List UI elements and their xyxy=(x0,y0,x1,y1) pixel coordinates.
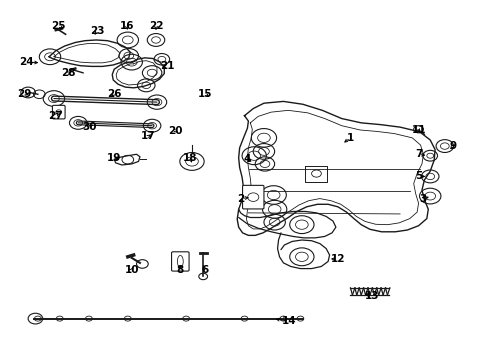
Text: 17: 17 xyxy=(141,131,155,141)
Text: 27: 27 xyxy=(48,111,63,121)
Text: 19: 19 xyxy=(107,153,121,163)
Text: 13: 13 xyxy=(364,291,378,301)
Text: 15: 15 xyxy=(197,89,211,99)
Text: 24: 24 xyxy=(20,57,34,67)
Text: 8: 8 xyxy=(176,265,183,275)
Text: 29: 29 xyxy=(18,89,32,99)
FancyBboxPatch shape xyxy=(171,252,189,271)
Text: 1: 1 xyxy=(346,133,353,143)
Text: 21: 21 xyxy=(160,62,175,71)
Text: 22: 22 xyxy=(148,21,163,31)
Text: 5: 5 xyxy=(414,171,421,181)
Text: 14: 14 xyxy=(282,316,296,326)
Text: 25: 25 xyxy=(51,21,66,31)
Text: 20: 20 xyxy=(168,126,183,136)
Text: 26: 26 xyxy=(107,89,121,99)
Text: 3: 3 xyxy=(419,194,426,203)
Text: 4: 4 xyxy=(243,154,250,164)
Text: 11: 11 xyxy=(410,125,425,135)
Text: 30: 30 xyxy=(82,122,97,132)
Text: 7: 7 xyxy=(414,149,422,159)
FancyBboxPatch shape xyxy=(242,185,264,209)
Text: 10: 10 xyxy=(124,265,139,275)
FancyBboxPatch shape xyxy=(52,105,65,119)
Text: 12: 12 xyxy=(330,254,345,264)
Text: 16: 16 xyxy=(120,21,134,31)
Text: 18: 18 xyxy=(183,153,197,163)
Text: 28: 28 xyxy=(61,68,76,78)
Text: 23: 23 xyxy=(90,26,105,36)
Text: 9: 9 xyxy=(448,141,455,151)
Text: 6: 6 xyxy=(201,265,208,275)
Text: 2: 2 xyxy=(237,194,244,203)
